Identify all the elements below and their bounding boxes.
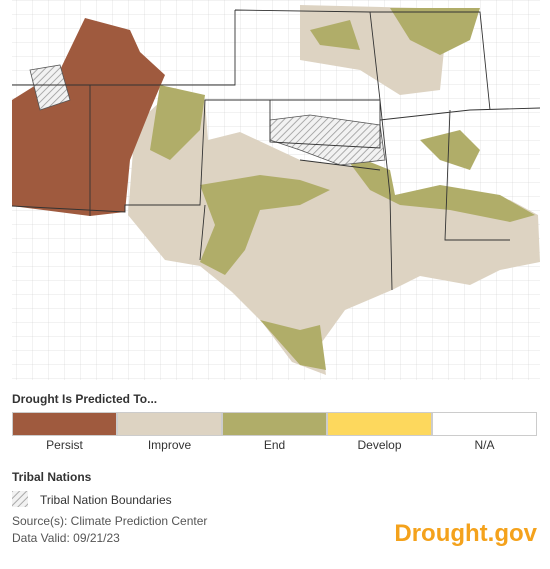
end-area [260, 320, 326, 370]
end-area [340, 150, 535, 222]
state-lines [11, 9, 541, 291]
brand: Drought.gov [394, 520, 537, 547]
end-area [390, 8, 480, 55]
legend-label: Develop [357, 438, 402, 452]
map [11, 0, 541, 380]
legend-title: Drought Is Predicted To... [12, 392, 158, 406]
legend-label: Persist [46, 438, 83, 452]
persist-area [12, 18, 165, 216]
tribal-area [269, 114, 386, 166]
end-area [200, 175, 330, 275]
data-valid: Data Valid: 09/21/23 [12, 531, 120, 545]
tribal-area [29, 64, 71, 111]
end-area [310, 20, 360, 50]
legend-label: N/A [474, 438, 495, 452]
legend-swatch [327, 412, 432, 436]
legend-label: Improve [147, 438, 192, 452]
tribal-title: Tribal Nations [12, 470, 92, 484]
legend-swatch [117, 412, 222, 436]
end-area [150, 85, 205, 160]
tribal-label: Tribal Nation Boundaries [40, 493, 172, 507]
legend-swatch [432, 412, 537, 436]
end-area [420, 130, 480, 170]
legend-swatch [222, 412, 327, 436]
tribal-swatch [12, 491, 28, 507]
improve-area [128, 88, 540, 375]
source: Source(s): Climate Prediction Center [12, 514, 208, 528]
legend-swatch [12, 412, 117, 436]
legend-label: End [263, 438, 286, 452]
